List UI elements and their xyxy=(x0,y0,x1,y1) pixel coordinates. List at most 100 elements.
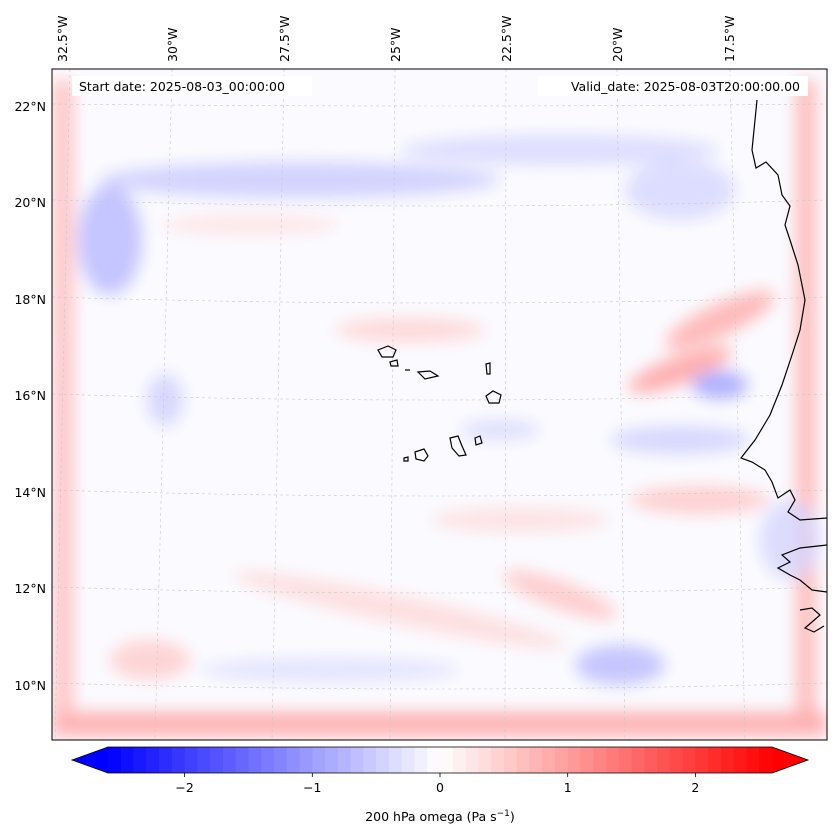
colorbar-cell xyxy=(261,747,275,773)
gridlines xyxy=(52,69,827,740)
colorbar-cell xyxy=(618,747,633,773)
lat-label-20n: 20°N xyxy=(14,195,46,210)
colorbar-cell xyxy=(133,747,147,773)
colorbar-tick-label: −1 xyxy=(303,780,321,795)
lon-label-32-5w: 32.5°W xyxy=(55,16,70,62)
lon-label-30w: 30°W xyxy=(165,27,180,62)
colorbar-extend-max xyxy=(772,747,808,773)
colorbar-cell xyxy=(222,747,237,773)
colorbar-cell xyxy=(414,747,428,773)
colorbar-cell xyxy=(478,747,492,773)
colorbar-cell xyxy=(325,747,339,773)
map-frame xyxy=(51,68,828,741)
blue-band-north-east xyxy=(400,135,720,165)
colorbar-tick-label: 2 xyxy=(691,780,699,795)
colorbar-cell xyxy=(440,747,454,773)
parallel-14n xyxy=(52,489,827,497)
colorbar-cell xyxy=(350,747,364,773)
colorbar-cell xyxy=(159,747,173,773)
omega-shading xyxy=(52,80,827,736)
colorbar-cell xyxy=(452,747,467,773)
colorbar-cell xyxy=(657,747,671,773)
red-streak-central xyxy=(335,318,485,342)
colorbar-outline xyxy=(70,746,810,774)
blue-patch-south-east xyxy=(575,645,665,685)
colorbar-tick-label: 0 xyxy=(436,780,444,795)
colorbar-cell xyxy=(720,747,735,773)
colorbar-cell xyxy=(644,747,658,773)
blue-patch-west xyxy=(78,185,142,295)
west-boundary-band xyxy=(52,80,74,730)
south-boundary-band xyxy=(52,712,827,736)
colorbar-tick-label: 1 xyxy=(564,780,572,795)
red-streak-south-central xyxy=(430,508,610,532)
colorbar-cell xyxy=(184,747,198,773)
colorbar-cell xyxy=(274,747,288,773)
colorbar-cell xyxy=(759,747,773,773)
colorbar-cell xyxy=(465,747,479,773)
colorbar-cell xyxy=(503,747,518,773)
island-maio xyxy=(474,435,483,446)
colorbar-cell xyxy=(299,747,313,773)
colorbar-cell xyxy=(312,747,326,773)
lat-label-16n: 16°N xyxy=(14,388,46,403)
colorbar-cell xyxy=(197,747,211,773)
colorbar-cell xyxy=(376,747,390,773)
omega-field xyxy=(52,80,827,736)
colorbar-extend-min xyxy=(72,747,108,773)
colorbar-cell xyxy=(108,747,122,773)
island-sao-nicolau xyxy=(416,370,440,380)
red-streak-south xyxy=(233,572,567,648)
island-santiago xyxy=(449,435,467,457)
blue-patch-northeast xyxy=(625,160,735,220)
valid-date-label: Valid_date: 2025-08-03T20:00:00.00 xyxy=(571,79,800,94)
island-sao-vicente xyxy=(389,359,399,367)
colorbar-cell xyxy=(567,747,582,773)
parallel-18n xyxy=(52,296,827,304)
colorbar-cell xyxy=(248,747,262,773)
meridian-25w xyxy=(389,69,396,740)
island-sal xyxy=(485,362,491,375)
coastlines xyxy=(377,99,827,633)
lat-label-10n: 10°N xyxy=(14,678,46,693)
colorbar-cell xyxy=(746,747,760,773)
meridian-22-5w xyxy=(504,69,507,740)
colorbar-cell xyxy=(235,747,250,773)
blue-streak-south xyxy=(200,658,460,682)
start-date-label: Start date: 2025-08-03_00:00:00 xyxy=(79,79,285,94)
bijagos-coast xyxy=(799,607,825,633)
lat-label-18n: 18°N xyxy=(14,292,46,307)
guinea-bissau-coast xyxy=(776,544,827,593)
island-fogo xyxy=(414,448,429,462)
blue-band-north xyxy=(100,162,500,198)
colorbar-cells xyxy=(108,747,773,773)
lat-label-12n: 12°N xyxy=(14,581,46,596)
colorbar-cell xyxy=(580,747,594,773)
colorbar-tick-label: −2 xyxy=(175,780,193,795)
parallel-22n xyxy=(52,103,827,107)
red-streak-south-east xyxy=(503,570,617,620)
colorbar-cell xyxy=(606,747,620,773)
colorbar-cell xyxy=(554,747,569,773)
parallel-16n xyxy=(52,393,827,401)
island-brava xyxy=(403,456,409,462)
meridian-30w xyxy=(154,69,173,740)
map-area: Start date: 2025-08-03_00:00:00 Valid_da… xyxy=(51,68,828,741)
blue-streak-central xyxy=(460,420,540,440)
african-coast xyxy=(740,99,827,521)
valid-date-box xyxy=(538,76,808,96)
east-boundary-band xyxy=(796,80,816,720)
colorbar-cell xyxy=(529,747,543,773)
red-streak-east-3 xyxy=(630,486,770,514)
colorbar-cell xyxy=(286,747,301,773)
meridian-32-5w xyxy=(54,69,71,740)
colorbar-cell xyxy=(542,747,556,773)
colorbar-cell xyxy=(427,747,441,773)
meridian-17-5w xyxy=(729,69,746,740)
longitude-labels: 32.5°W 30°W 27.5°W 25°W 22.5°W 20°W 17.5… xyxy=(55,16,737,62)
lat-label-22n: 22°N xyxy=(14,99,46,114)
colorbar-cell xyxy=(733,747,748,773)
colorbar-cell xyxy=(337,747,352,773)
colorbar-cell xyxy=(631,747,645,773)
